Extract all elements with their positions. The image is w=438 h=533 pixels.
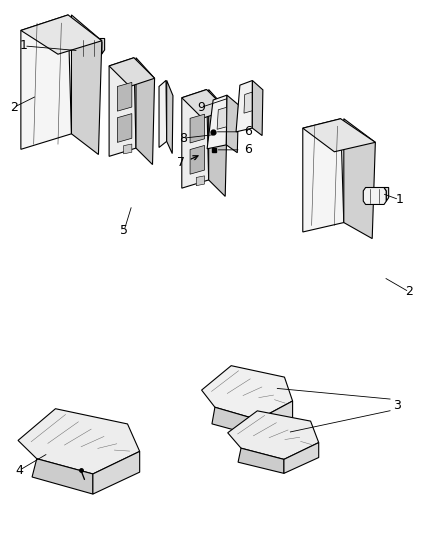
Polygon shape <box>238 448 284 473</box>
Text: 2: 2 <box>405 286 413 298</box>
Polygon shape <box>32 459 93 494</box>
Polygon shape <box>71 15 102 155</box>
Polygon shape <box>109 58 155 86</box>
Text: 9: 9 <box>197 101 205 114</box>
Polygon shape <box>159 80 167 148</box>
Text: 7: 7 <box>177 156 185 168</box>
Polygon shape <box>201 366 293 419</box>
Polygon shape <box>93 451 140 494</box>
Polygon shape <box>384 188 389 201</box>
Text: 2: 2 <box>10 101 18 114</box>
Polygon shape <box>363 188 386 205</box>
Polygon shape <box>117 83 132 111</box>
Polygon shape <box>18 409 140 474</box>
Polygon shape <box>21 15 102 54</box>
Polygon shape <box>75 38 102 58</box>
Text: 8: 8 <box>179 132 187 144</box>
Polygon shape <box>21 15 71 149</box>
Polygon shape <box>167 80 173 154</box>
Polygon shape <box>236 80 252 132</box>
Text: 6: 6 <box>244 143 252 156</box>
Polygon shape <box>207 95 227 149</box>
Polygon shape <box>344 119 375 239</box>
Polygon shape <box>284 442 319 473</box>
Polygon shape <box>117 114 132 142</box>
Text: 4: 4 <box>16 464 24 477</box>
Polygon shape <box>303 119 375 152</box>
Polygon shape <box>228 411 319 459</box>
Text: 5: 5 <box>120 224 128 237</box>
Polygon shape <box>182 90 227 118</box>
Polygon shape <box>182 90 208 188</box>
Text: 6: 6 <box>244 125 252 139</box>
Polygon shape <box>124 144 132 154</box>
Polygon shape <box>217 107 226 130</box>
Text: 3: 3 <box>393 399 401 412</box>
Polygon shape <box>99 38 105 54</box>
Polygon shape <box>226 95 239 152</box>
Polygon shape <box>303 119 344 232</box>
Polygon shape <box>190 114 205 143</box>
Text: 1: 1 <box>395 193 403 206</box>
Polygon shape <box>196 176 205 185</box>
Polygon shape <box>109 58 136 156</box>
Polygon shape <box>212 407 258 437</box>
Polygon shape <box>252 80 263 135</box>
Text: 1: 1 <box>20 39 28 52</box>
Polygon shape <box>208 90 227 196</box>
Polygon shape <box>136 58 155 165</box>
Polygon shape <box>244 92 252 113</box>
Polygon shape <box>190 146 205 174</box>
Polygon shape <box>258 401 293 437</box>
